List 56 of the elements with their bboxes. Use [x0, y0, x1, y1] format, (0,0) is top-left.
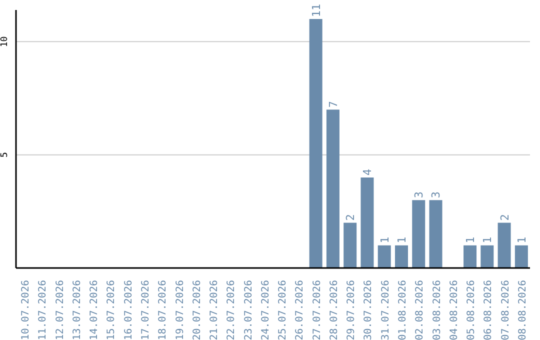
x-tick-label: 23.07.2026 [243, 280, 254, 340]
bar [394, 245, 408, 268]
x-tick-label: 17.07.2026 [140, 280, 152, 340]
data-label: 1 [378, 236, 392, 244]
x-tick-label: 03.08.2026 [432, 280, 443, 340]
bar [464, 245, 477, 268]
x-tick-label: 30.07.2026 [363, 280, 374, 340]
x-tick-label: 04.08.2026 [448, 280, 460, 340]
data-label: 2 [498, 214, 512, 221]
x-tick-label: 26.07.2026 [294, 280, 306, 340]
data-label: 1 [481, 236, 494, 244]
x-tick-label: 21.07.2026 [209, 280, 220, 340]
x-tick-label: 27.07.2026 [312, 280, 323, 340]
x-tick-label: 24.07.2026 [260, 280, 272, 340]
data-label: 3 [430, 191, 443, 198]
x-tick-label: 18.07.2026 [158, 280, 169, 340]
bar [360, 177, 374, 268]
x-tick-label: 22.07.2026 [226, 280, 238, 340]
x-tick-label: 07.08.2026 [500, 280, 512, 340]
bar [378, 245, 391, 268]
x-tick-label: 02.08.2026 [414, 280, 426, 340]
x-tick-label: 13.07.2026 [72, 280, 83, 340]
bar [498, 222, 511, 268]
x-tick-label: 28.07.2026 [328, 280, 340, 340]
x-tick-label: 19.07.2026 [174, 280, 186, 340]
x-tick-label: 08.08.2026 [517, 280, 528, 340]
x-tick-label: 10.07.2026 [20, 280, 32, 340]
x-tick-label: 12.07.2026 [54, 280, 66, 340]
data-label: 4 [361, 168, 374, 176]
data-label: 1 [515, 236, 528, 244]
x-tick-label: 15.07.2026 [106, 280, 118, 340]
bar [344, 222, 357, 268]
x-tick-label: 11.07.2026 [38, 280, 49, 340]
data-label: 11 [310, 4, 323, 18]
x-tick-label: 16.07.2026 [123, 280, 134, 340]
data-label: 3 [412, 191, 426, 198]
x-tick-label: 01.08.2026 [398, 280, 408, 340]
bar [309, 19, 322, 268]
x-tick-label: 29.07.2026 [346, 280, 358, 340]
x-tick-label: 05.08.2026 [466, 280, 478, 340]
bar [326, 110, 340, 268]
x-tick-label: 14.07.2026 [89, 280, 100, 340]
bar [429, 200, 442, 268]
data-label: 1 [395, 236, 408, 244]
data-label: 2 [344, 214, 358, 221]
y-tick-label: 10 [0, 36, 10, 48]
data-label: 7 [326, 100, 340, 108]
x-tick-label: 31.07.2026 [380, 280, 392, 340]
data-label: 1 [464, 236, 478, 244]
bar [412, 200, 426, 268]
bar [514, 245, 528, 268]
y-tick-label: 5 [0, 152, 10, 158]
x-tick-label: 25.07.2026 [278, 280, 289, 340]
x-tick-label: 06.08.2026 [483, 280, 494, 340]
bar [480, 245, 494, 268]
x-tick-label: 20.07.2026 [192, 280, 203, 340]
